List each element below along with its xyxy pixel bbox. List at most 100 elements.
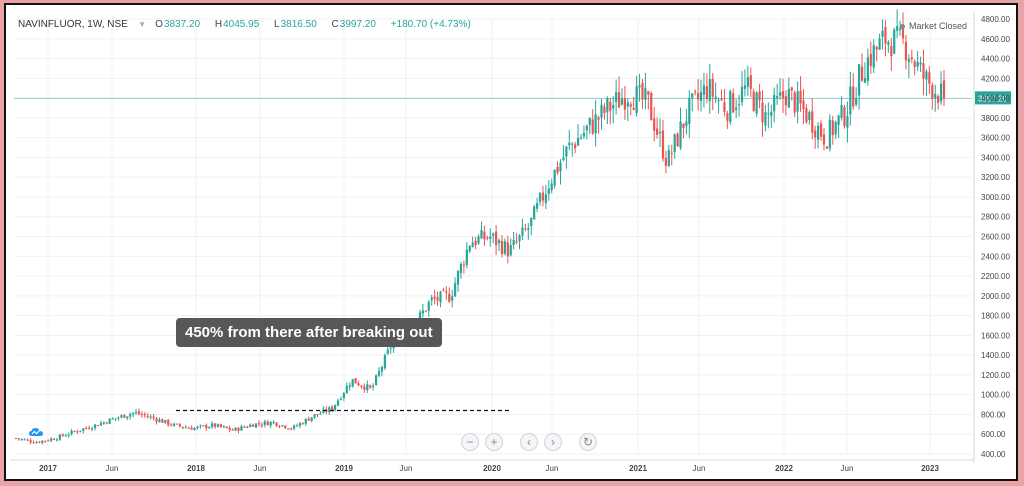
annotation-callout: 450% from there after breaking out — [176, 318, 442, 347]
candle-body — [928, 72, 931, 84]
candle-body — [205, 425, 208, 429]
candle-body — [506, 242, 509, 257]
symbol-title[interactable]: NAVINFLUOR, 1W, NSE — [18, 19, 128, 30]
refresh-icon[interactable]: ↻ — [579, 433, 597, 451]
candle-body — [377, 371, 381, 376]
candle-body — [679, 121, 682, 148]
candle-body — [893, 29, 896, 54]
candle-body — [219, 424, 223, 427]
candle-body — [656, 128, 659, 135]
candle-body — [626, 102, 629, 107]
candle-body — [843, 106, 846, 127]
y-tick-label: 400.00 — [981, 450, 1006, 459]
candle-body — [111, 418, 114, 420]
candle-body — [699, 92, 703, 101]
candle-body — [887, 42, 890, 45]
candle-body — [512, 239, 515, 246]
candle-body — [257, 423, 261, 425]
candle-body — [41, 440, 44, 443]
y-tick-label: 3600.00 — [981, 134, 1010, 143]
candle-body — [664, 158, 667, 166]
candle-body — [427, 301, 430, 311]
zoom-out-button[interactable]: − — [461, 433, 479, 451]
y-tick-label: 4200.00 — [981, 74, 1010, 83]
candle-body — [20, 439, 23, 441]
candle-body — [199, 425, 202, 427]
candle-body — [67, 434, 70, 436]
high-value: 4045.95 — [223, 19, 260, 30]
candle-body — [729, 91, 732, 123]
candle-body — [901, 28, 905, 39]
y-tick-label: 2400.00 — [981, 252, 1010, 261]
candle-body — [225, 426, 228, 429]
candle-body — [559, 162, 562, 172]
y-tick-label: 1600.00 — [981, 331, 1010, 340]
candle-body — [588, 117, 591, 126]
candle-body — [814, 130, 817, 138]
candle-body — [811, 111, 814, 133]
candle-body — [421, 310, 425, 314]
candle-body — [676, 133, 679, 147]
candle-body — [462, 264, 465, 266]
open-value: 3837.20 — [163, 19, 201, 30]
price-chart[interactable]: 3997.20 4800.00 4600.00 4400.00 4200.00 4000… — [6, 5, 1016, 479]
candle-body — [64, 435, 67, 437]
candle-body — [884, 26, 887, 44]
candle-body — [187, 427, 190, 429]
candle-body — [158, 419, 161, 423]
candle-body — [863, 78, 867, 83]
candle-body — [568, 142, 571, 146]
candle-body — [582, 133, 586, 137]
candle-body — [644, 87, 647, 100]
candle-body — [767, 113, 770, 115]
candle-body — [474, 240, 477, 246]
candle-body — [252, 424, 255, 427]
x-tick-label: 2017 — [39, 464, 57, 473]
candle-body — [898, 28, 902, 31]
candle-body — [298, 423, 302, 426]
candle-body — [574, 144, 577, 149]
zoom-in-button[interactable]: + — [485, 433, 503, 451]
scroll-right-button[interactable]: › — [544, 433, 562, 451]
candle-body — [696, 93, 700, 100]
candle-body — [694, 91, 697, 93]
chevron-down-icon[interactable]: ▾ — [139, 19, 145, 29]
candle-body — [354, 378, 357, 384]
candle-body — [360, 385, 363, 387]
candle-body — [313, 414, 316, 418]
candle-body — [131, 412, 135, 415]
candle-body — [439, 291, 442, 303]
scroll-left-button[interactable]: ‹ — [520, 433, 538, 451]
candle-body — [383, 355, 386, 369]
candle-body — [254, 423, 258, 428]
candle-body — [126, 416, 129, 419]
candle-body — [805, 108, 808, 123]
candle-body — [193, 427, 196, 431]
candle-body — [688, 97, 691, 125]
candle-body — [231, 429, 234, 431]
candle-body — [50, 438, 53, 441]
x-tick-label: Jun — [693, 464, 706, 473]
candle-body — [424, 310, 427, 312]
candle-body — [442, 289, 445, 291]
tradingview-cloud-icon[interactable] — [29, 427, 43, 437]
candle-body — [316, 414, 319, 416]
candle-body — [190, 427, 193, 430]
y-tick-label: 2000.00 — [981, 292, 1010, 301]
candle-body — [647, 91, 650, 95]
candle-body — [600, 104, 603, 118]
candle-body — [366, 384, 369, 391]
candle-body — [524, 228, 527, 230]
candle-body — [615, 92, 618, 103]
y-tick-label: 600.00 — [981, 430, 1006, 439]
x-tick-label: 2020 — [483, 464, 501, 473]
candle-body — [735, 107, 738, 110]
candle-body — [764, 112, 767, 126]
y-tick-label: 3400.00 — [981, 153, 1010, 162]
candle-body — [562, 157, 565, 160]
candle-body — [451, 296, 454, 301]
candle-body — [61, 434, 64, 436]
candle-body — [448, 293, 451, 302]
candle-body — [638, 85, 641, 88]
candle-body — [658, 131, 662, 134]
